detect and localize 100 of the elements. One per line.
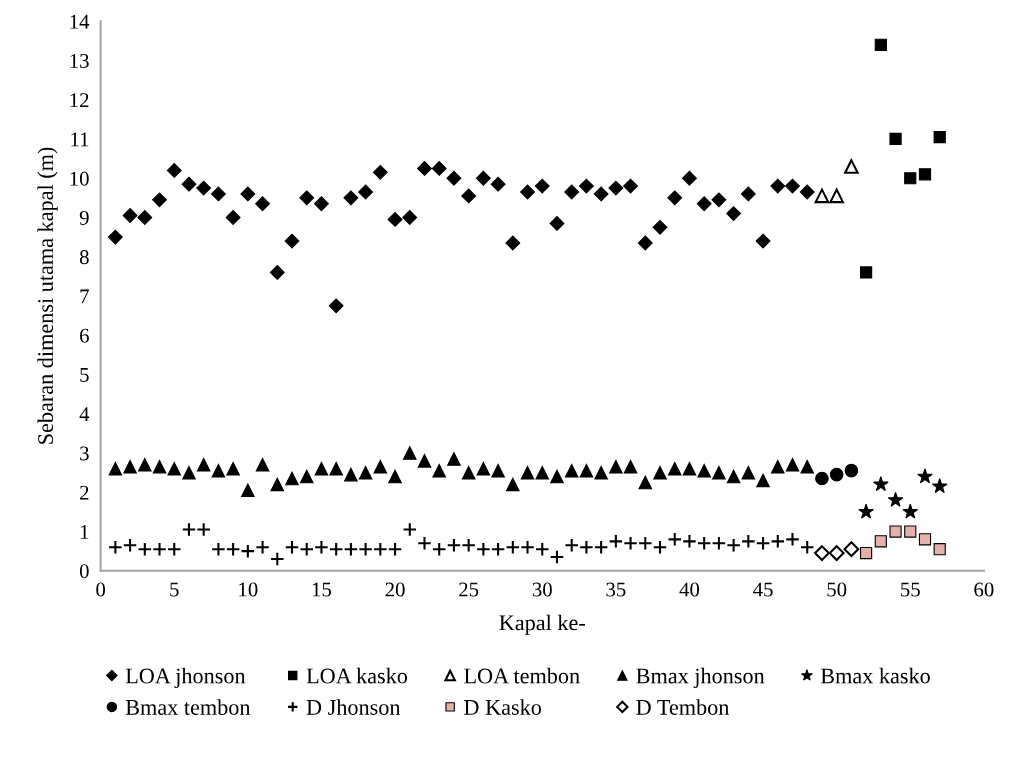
point: [770, 534, 786, 549]
point: [182, 465, 196, 480]
point: [579, 463, 594, 478]
point: [873, 476, 889, 492]
point: [859, 266, 873, 279]
point: [697, 463, 711, 478]
point: [240, 186, 256, 202]
point: [785, 532, 800, 547]
point: [138, 457, 152, 472]
point: [299, 469, 314, 484]
point: [917, 468, 933, 484]
point: [343, 541, 359, 557]
point: [343, 190, 359, 206]
point: [638, 536, 653, 551]
x-tick-label: 60: [974, 582, 994, 597]
point: [549, 215, 565, 231]
point: [314, 539, 329, 555]
point: [682, 170, 697, 186]
y-tick-label: 5: [80, 368, 89, 382]
x-tick-label: 40: [679, 582, 700, 597]
point: [652, 219, 668, 235]
x-tick-label: 25: [459, 582, 479, 597]
point: [770, 178, 786, 194]
point: [874, 38, 887, 51]
point: [740, 186, 756, 202]
x-tick-label: 5: [170, 582, 179, 597]
point: [667, 461, 682, 476]
point: [696, 196, 712, 212]
point: [196, 180, 212, 196]
point: [372, 164, 388, 180]
x-tick-label: 20: [385, 582, 405, 597]
point: [387, 541, 403, 557]
point: [417, 160, 432, 176]
point: [889, 525, 902, 538]
point: [417, 536, 432, 551]
point: [137, 541, 153, 557]
point: [623, 178, 639, 194]
y-axis-title: Sebaran dimensi utama kapal (m): [37, 147, 58, 444]
point: [358, 184, 374, 200]
point: [711, 536, 727, 551]
point: [122, 208, 138, 223]
point: [933, 543, 946, 556]
point: [623, 536, 638, 551]
point: [461, 188, 477, 204]
point: [918, 533, 932, 546]
point: [931, 478, 948, 494]
point: [446, 170, 462, 186]
point: [431, 160, 447, 176]
point: [417, 454, 432, 468]
point: [623, 459, 638, 474]
point: [711, 192, 727, 208]
x-tick-label: 15: [312, 582, 332, 597]
point: [609, 459, 623, 474]
legend-label: Bmax tembon: [125, 699, 251, 715]
point: [270, 477, 285, 492]
x-tick-label: 35: [606, 582, 626, 597]
y-tick-label: 7: [80, 289, 89, 304]
point: [858, 503, 874, 519]
x-axis-title: Kapal ke-: [499, 614, 585, 635]
y-tick-label: 12: [70, 93, 89, 107]
point: [593, 539, 609, 555]
point: [123, 459, 137, 474]
point: [902, 503, 919, 519]
point: [475, 170, 491, 186]
point: [402, 446, 417, 460]
point: [447, 452, 461, 466]
point: [241, 483, 255, 498]
point: [755, 536, 771, 551]
point: [226, 461, 240, 476]
point: [431, 541, 447, 557]
point: [594, 465, 608, 480]
point: [829, 188, 844, 204]
point: [505, 235, 521, 251]
legend-label: D Tembon: [636, 699, 730, 715]
point: [726, 206, 742, 221]
point: [344, 467, 358, 482]
point: [240, 543, 256, 559]
point: [814, 545, 830, 562]
point: [534, 541, 550, 557]
point: [564, 184, 580, 200]
point: [564, 463, 579, 478]
y-tick-label: 11: [71, 132, 89, 147]
point: [770, 459, 785, 474]
point: [799, 184, 815, 200]
legend-label: Bmax jhonson: [636, 667, 765, 688]
point: [255, 539, 270, 555]
point: [534, 178, 550, 194]
point: [225, 210, 241, 225]
y-tick-label: 8: [79, 250, 89, 265]
point: [490, 176, 506, 192]
point: [844, 463, 859, 478]
point: [726, 537, 741, 553]
point: [388, 469, 402, 484]
point: [491, 463, 505, 478]
point: [285, 471, 299, 486]
point: [181, 176, 197, 192]
y-tick-label: 4: [79, 407, 90, 421]
point: [859, 546, 873, 560]
legend-label: D Jhonson: [306, 699, 401, 715]
y-tick-label: 1: [80, 525, 89, 539]
